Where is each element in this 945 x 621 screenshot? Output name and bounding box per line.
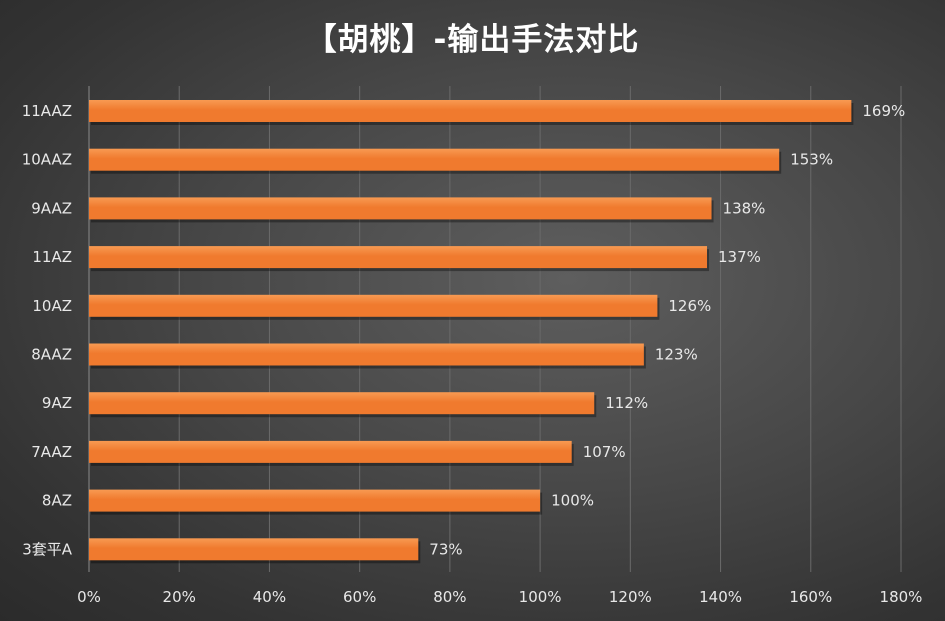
category-label: 11AAZ xyxy=(22,102,72,120)
x-tick-label: 120% xyxy=(609,588,652,606)
bar xyxy=(89,489,541,512)
data-label: 138% xyxy=(723,199,766,217)
bar xyxy=(89,343,644,366)
data-label: 107% xyxy=(583,443,626,461)
x-tick-label: 140% xyxy=(699,588,742,606)
data-label: 137% xyxy=(718,248,761,266)
bar xyxy=(89,100,852,122)
data-label: 73% xyxy=(429,540,462,558)
bar xyxy=(89,392,595,415)
bar xyxy=(89,538,419,561)
data-label: 169% xyxy=(862,102,905,120)
category-label: 9AZ xyxy=(42,394,72,412)
category-label: 10AZ xyxy=(32,297,72,315)
x-tick-label: 40% xyxy=(253,588,286,606)
category-label: 11AZ xyxy=(32,248,72,266)
x-tick-label: 60% xyxy=(343,588,376,606)
category-label: 10AAZ xyxy=(22,151,72,169)
x-tick-label: 100% xyxy=(519,588,562,606)
data-label: 100% xyxy=(551,492,594,510)
x-tick-label: 20% xyxy=(163,588,196,606)
bar xyxy=(89,246,708,269)
category-label: 8AZ xyxy=(42,492,72,510)
data-label: 123% xyxy=(655,346,698,364)
labels: 0% 20% 40% 60% 80% 100% 120% 140% 160% 180% 11AAZ 1… xyxy=(22,102,923,606)
data-label: 126% xyxy=(668,297,711,315)
bars xyxy=(89,100,854,564)
category-label: 7AAZ xyxy=(31,443,72,461)
x-tick-label: 180% xyxy=(880,588,923,606)
x-tick-label: 80% xyxy=(433,588,466,606)
chart-title: 【胡桃】-输出手法对比 xyxy=(305,22,640,58)
category-label: 8AAZ xyxy=(31,346,72,364)
data-label: 112% xyxy=(605,394,648,412)
category-label: 9AAZ xyxy=(31,199,72,217)
bar xyxy=(89,294,658,317)
x-tick-label: 160% xyxy=(789,588,832,606)
data-label: 153% xyxy=(790,151,833,169)
bar xyxy=(89,440,572,463)
x-tick-label: 0% xyxy=(77,588,101,606)
bar xyxy=(89,148,780,171)
bar xyxy=(89,197,712,220)
category-label: 3套平A xyxy=(22,540,73,558)
